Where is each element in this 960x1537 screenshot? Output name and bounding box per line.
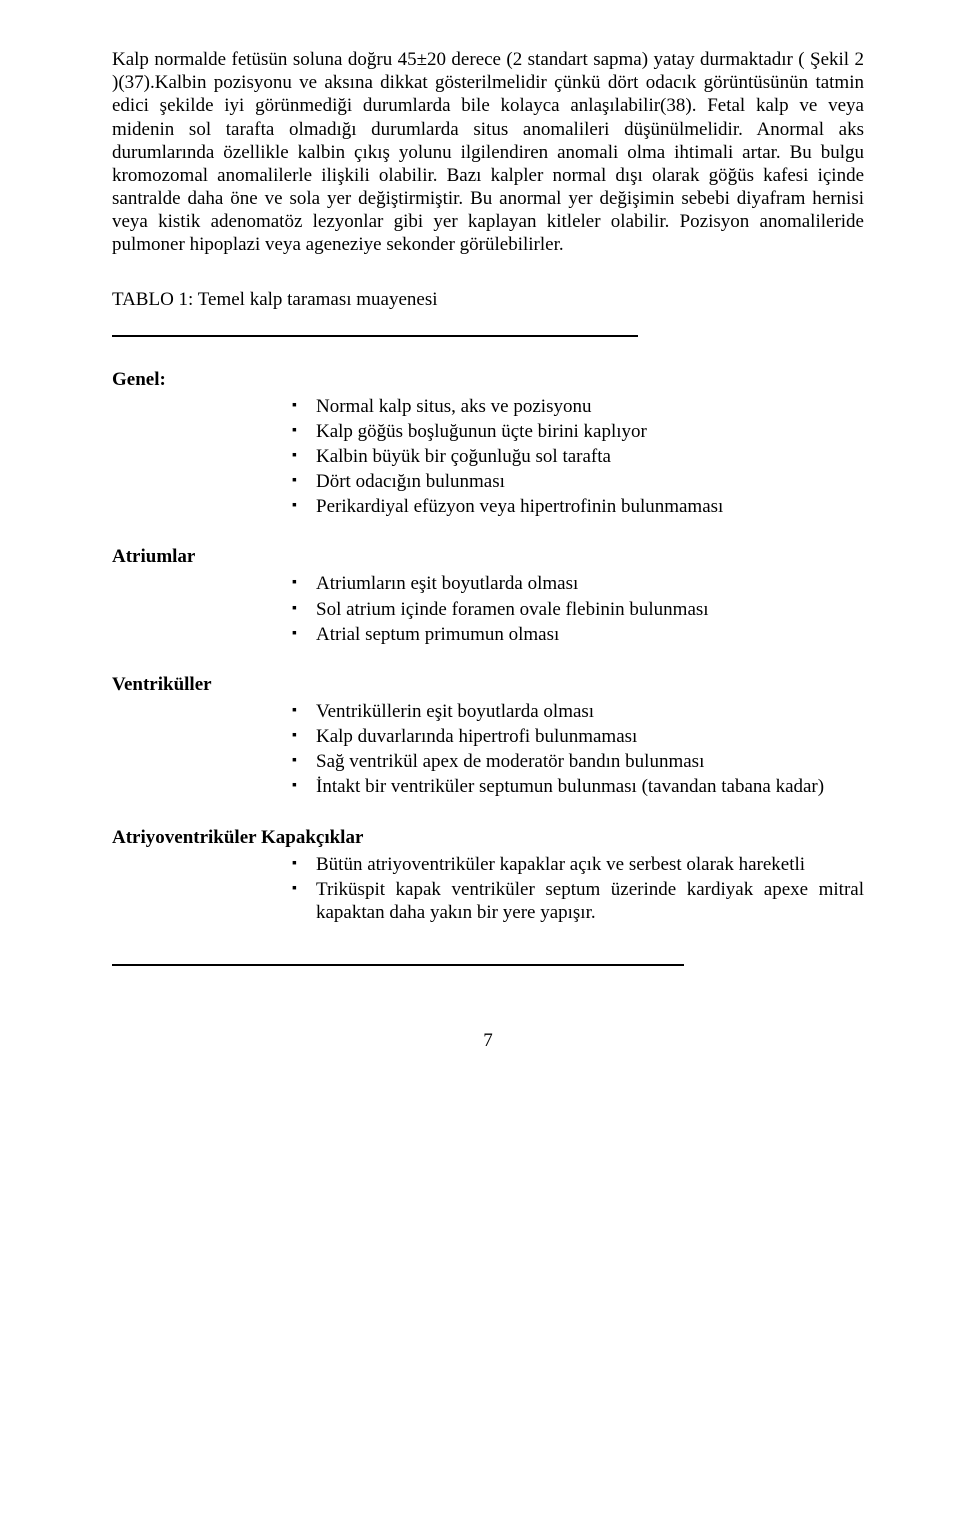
list-item: Sol atrium içinde foramen ovale flebinin… [292,598,864,621]
list-item: Triküspit kapak ventriküler septum üzeri… [292,878,864,924]
list-item: Perikardiyal efüzyon veya hipertrofinin … [292,495,864,518]
list-item: Sağ ventrikül apex de moderatör bandın b… [292,750,864,773]
body-paragraph: Kalp normalde fetüsün soluna doğru 45±20… [112,48,864,257]
list-item: Atriumların eşit boyutlarda olması [292,572,864,595]
section-avkapaklar: Atriyoventriküler Kapakçıklar Bütün atri… [112,827,864,925]
section-atriumlar: Atriumlar Atriumların eşit boyutlarda ol… [112,546,864,646]
divider-top [112,335,638,337]
section-heading-avkapaklar: Atriyoventriküler Kapakçıklar [112,827,864,849]
list-item: Bütün atriyoventriküler kapaklar açık ve… [292,853,864,876]
list-item: Atrial septum primumun olması [292,623,864,646]
list-item: Kalp duvarlarında hipertrofi bulunmaması [292,725,864,748]
section-ventrikuller: Ventriküller Ventriküllerin eşit boyutla… [112,674,864,799]
divider-bottom [112,964,684,966]
list-item: Normal kalp situs, aks ve pozisyonu [292,395,864,418]
list-item: Dört odacığın bulunması [292,470,864,493]
list-ventrikuller: Ventriküllerin eşit boyutlarda olması Ka… [292,700,864,799]
list-item: İntakt bir ventriküler septumun bulunmas… [292,775,864,798]
section-genel: Genel: Normal kalp situs, aks ve pozisyo… [112,369,864,519]
table-title: TABLO 1: Temel kalp taraması muayenesi [112,289,864,311]
list-genel: Normal kalp situs, aks ve pozisyonu Kalp… [292,395,864,519]
list-item: Kalbin büyük bir çoğunluğu sol tarafta [292,445,864,468]
section-heading-genel: Genel: [112,369,252,391]
list-atriumlar: Atriumların eşit boyutlarda olması Sol a… [292,572,864,646]
list-avkapaklar: Bütün atriyoventriküler kapaklar açık ve… [292,853,864,925]
list-item: Kalp göğüs boşluğunun üçte birini kaplıy… [292,420,864,443]
document-page: Kalp normalde fetüsün soluna doğru 45±20… [0,0,960,1100]
page-number: 7 [112,1030,864,1052]
section-heading-ventrikuller: Ventriküller [112,674,864,696]
list-item: Ventriküllerin eşit boyutlarda olması [292,700,864,723]
section-heading-atriumlar: Atriumlar [112,546,864,568]
